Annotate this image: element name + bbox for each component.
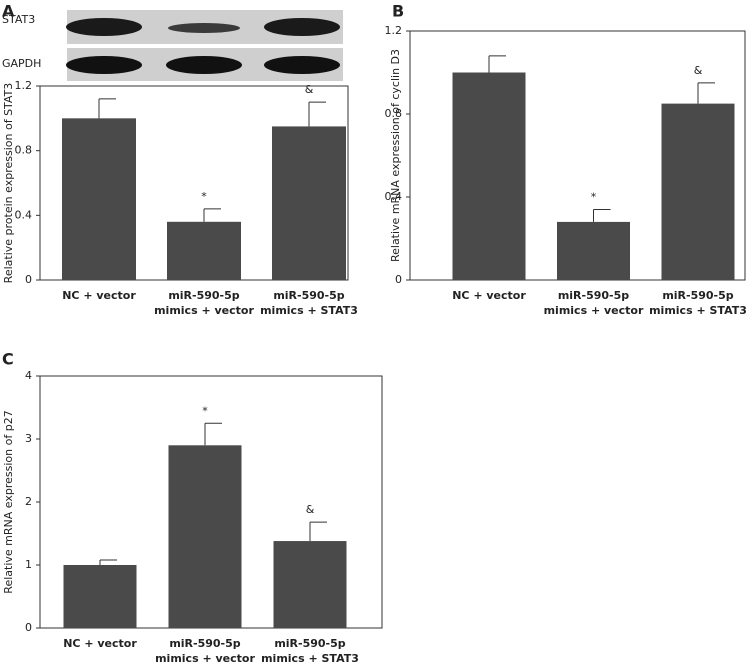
y-tick-label: 0 (395, 273, 402, 286)
label-line: miR-590-5p (662, 289, 733, 302)
label-line: miR-590-5p (558, 289, 629, 302)
blot-band (264, 18, 340, 36)
label-line: mimics + STAT3 (261, 652, 359, 665)
label-line: mimics + vector (155, 652, 255, 665)
bar (557, 221, 630, 280)
blot-band (264, 56, 340, 74)
label-line: mimics + STAT3 (649, 304, 747, 317)
y-tick-label: 1.2 (385, 24, 403, 37)
blot-band (66, 56, 142, 74)
label-line: mimics + STAT3 (260, 304, 358, 317)
bar (167, 221, 241, 280)
bar (452, 72, 526, 280)
panel-label: A (2, 2, 15, 21)
label-line: miR-590-5p (273, 289, 344, 302)
x-tick-label: miR-590-5p mimics + STAT3 (649, 289, 747, 317)
western-blot (66, 10, 343, 81)
significance-mark: & (306, 503, 315, 516)
y-tick-label: 0.8 (15, 144, 33, 157)
label-line: mimics + vector (154, 304, 254, 317)
significance-mark: * (201, 190, 207, 203)
y-tick-label: 3 (25, 432, 32, 445)
blot-band (166, 56, 242, 74)
x-tick-label: miR-590-5p mimics + STAT3 (261, 637, 359, 665)
y-tick-label: 0 (25, 621, 32, 634)
label-line: miR-590-5p (169, 637, 240, 650)
panel-label: C (2, 350, 14, 369)
y-axis-title: Relative mRNA expression of cyclin D3 (389, 49, 402, 262)
x-tick-label: miR-590-5p mimics + vector (155, 637, 255, 665)
blot-band (66, 18, 142, 36)
y-tick-label: 4 (25, 369, 32, 382)
y-tick-label: 0.4 (385, 190, 403, 203)
label-line: mimics + vector (544, 304, 644, 317)
y-tick-label: 1 (25, 558, 32, 571)
label-line: miR-590-5p (168, 289, 239, 302)
x-tick-label: miR-590-5p mimics + vector (154, 289, 254, 317)
significance-mark: & (305, 83, 314, 96)
bar (63, 565, 137, 628)
y-tick-label: 2 (25, 495, 32, 508)
x-tick-label: NC + vector (63, 637, 137, 650)
bar (272, 126, 346, 281)
significance-mark: * (202, 404, 208, 417)
y-tick-label: 0 (25, 273, 32, 286)
bar (273, 541, 347, 628)
bar (661, 103, 735, 280)
significance-mark: * (591, 190, 597, 203)
blot-band (168, 23, 240, 33)
y-tick-label: 0.4 (15, 208, 33, 221)
y-axis-title: Relative mRNA expression of p27 (2, 410, 15, 593)
bar (62, 118, 136, 280)
panel-label: B (392, 2, 404, 21)
y-axis-title: Relative protein expression of STAT3 (2, 83, 15, 284)
label-line: miR-590-5p (274, 637, 345, 650)
y-tick-label: 1.2 (15, 79, 33, 92)
significance-mark: & (694, 64, 703, 77)
x-tick-label: miR-590-5p mimics + vector (544, 289, 644, 317)
x-tick-label: NC + vector (452, 289, 526, 302)
x-tick-label: miR-590-5p mimics + STAT3 (260, 289, 358, 317)
blot-label: STAT3 (2, 13, 35, 26)
blot-label: GAPDH (2, 57, 41, 70)
x-tick-label: NC + vector (62, 289, 136, 302)
bar (168, 445, 242, 628)
y-tick-label: 0.8 (385, 107, 403, 120)
